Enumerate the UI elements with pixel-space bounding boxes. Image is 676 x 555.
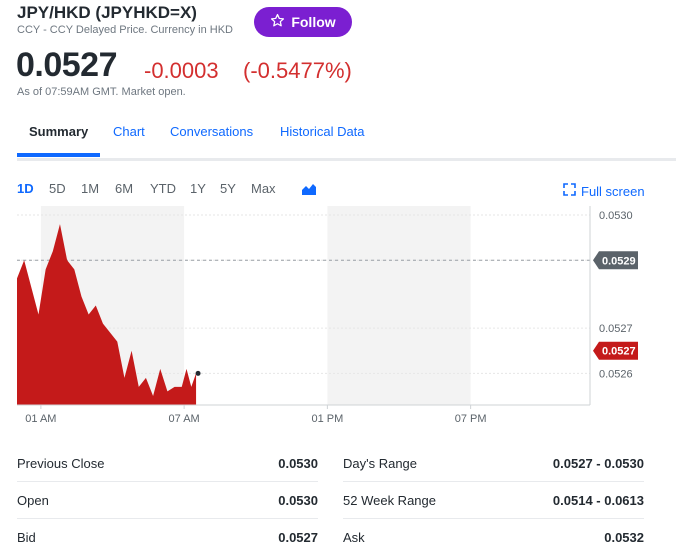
stat-value: 0.0527 bbox=[278, 529, 318, 545]
expand-icon bbox=[563, 183, 576, 199]
stat-value: 0.0532 bbox=[604, 529, 644, 545]
last-price-point bbox=[195, 370, 201, 376]
stat-label: 52 Week Range bbox=[343, 492, 436, 508]
quote-tabs: Summary Chart Conversations Historical D… bbox=[17, 110, 676, 161]
y-tick-label: 0.0527 bbox=[599, 323, 633, 335]
stat-value: 0.0514 - 0.0613 bbox=[552, 492, 644, 508]
range-6m[interactable]: 6M bbox=[115, 181, 134, 196]
range-1y[interactable]: 1Y bbox=[190, 181, 206, 196]
price-change: -0.0003 bbox=[144, 58, 219, 83]
full-screen-button[interactable]: Full screen bbox=[563, 183, 645, 199]
current-price-tag-bg bbox=[593, 341, 638, 360]
page-subtitle: CCY - CCY Delayed Price. Currency in HKD bbox=[17, 24, 233, 36]
x-tick-label: 07 PM bbox=[455, 413, 487, 425]
range-ytd[interactable]: YTD bbox=[150, 181, 176, 196]
stat-label: Ask bbox=[343, 529, 365, 545]
range-max[interactable]: Max bbox=[251, 181, 276, 196]
price-area bbox=[17, 224, 197, 405]
stat-label: Day's Range bbox=[343, 455, 418, 471]
stat-row-previous-close: Previous Close 0.0530 bbox=[17, 445, 318, 482]
previous-close-tag: 0.0529 bbox=[602, 255, 636, 267]
stat-row-ask: Ask 0.0532 bbox=[343, 519, 644, 555]
price-chart[interactable]: 0.0530 0.0529 0.0527 0.0526 01 AM 07 AM 01 PM 0… bbox=[0, 198, 676, 428]
tab-historical-data[interactable]: Historical Data bbox=[280, 124, 365, 139]
price-change-percent: (-0.5477%) bbox=[243, 58, 352, 83]
full-screen-label: Full screen bbox=[581, 183, 645, 199]
stat-value: 0.0530 bbox=[278, 455, 318, 471]
x-tick-label: 01 PM bbox=[311, 413, 343, 425]
follow-button[interactable]: Follow bbox=[254, 7, 352, 37]
stat-row-days-range: Day's Range 0.0527 - 0.0530 bbox=[343, 445, 644, 482]
range-5d[interactable]: 5D bbox=[49, 181, 66, 196]
current-price-tag: 0.0527 bbox=[602, 346, 636, 358]
stat-value: 0.0527 - 0.0530 bbox=[552, 455, 644, 471]
stat-label: Previous Close bbox=[17, 455, 105, 471]
follow-label: Follow bbox=[291, 14, 336, 30]
stats-right-column: Day's Range 0.0527 - 0.0530 52 Week Rang… bbox=[343, 445, 644, 555]
stat-row-bid: Bid 0.0527 bbox=[17, 519, 318, 555]
current-price: 0.0527 bbox=[16, 46, 118, 84]
as-of-timestamp: As of 07:59AM GMT. Market open. bbox=[17, 86, 186, 98]
active-tab-indicator bbox=[17, 153, 100, 157]
session-shade bbox=[327, 206, 471, 405]
stat-label: Open bbox=[17, 492, 49, 508]
star-icon bbox=[270, 13, 285, 31]
page-title: JPY/HKD (JPYHKD=X) bbox=[17, 3, 197, 22]
stat-value: 0.0530 bbox=[278, 492, 318, 508]
x-tick-label: 07 AM bbox=[169, 413, 200, 425]
previous-close-tag-bg bbox=[593, 251, 638, 270]
stat-row-52-week-range: 52 Week Range 0.0514 - 0.0613 bbox=[343, 482, 644, 519]
range-1m[interactable]: 1M bbox=[81, 181, 100, 196]
stat-row-open: Open 0.0530 bbox=[17, 482, 318, 519]
stat-label: Bid bbox=[17, 529, 36, 545]
y-tick-label: 0.0530 bbox=[599, 210, 633, 222]
range-5y[interactable]: 5Y bbox=[220, 181, 236, 196]
tab-summary[interactable]: Summary bbox=[29, 124, 89, 139]
x-tick-label: 01 AM bbox=[25, 413, 56, 425]
stats-left-column: Previous Close 0.0530 Open 0.0530 Bid 0.… bbox=[17, 445, 318, 555]
range-1d[interactable]: 1D bbox=[17, 181, 34, 196]
y-tick-label: 0.0526 bbox=[599, 368, 633, 380]
chart-type-icon[interactable] bbox=[301, 182, 317, 201]
tab-conversations[interactable]: Conversations bbox=[170, 124, 254, 139]
tab-chart[interactable]: Chart bbox=[113, 124, 145, 139]
